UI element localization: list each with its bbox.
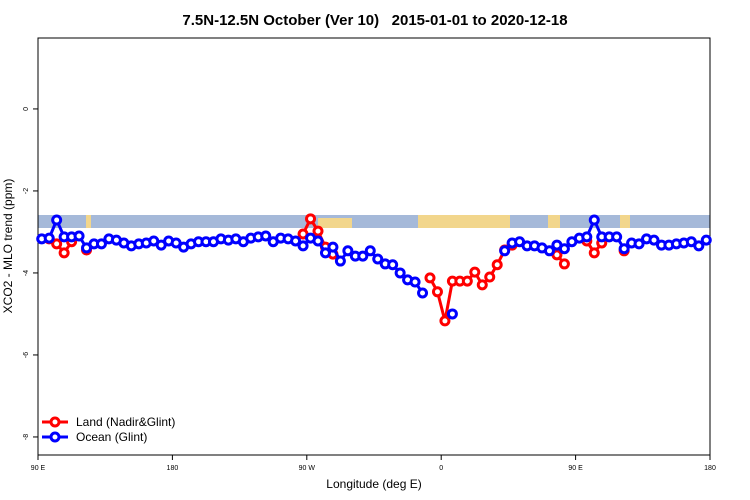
legend-marker [49,431,61,443]
data-point [417,287,429,299]
data-point [409,276,421,288]
data-point [499,245,511,257]
data-point [319,247,331,259]
data-point [611,231,623,243]
ocean-strip [38,215,710,228]
data-point [476,279,488,291]
data-point [543,245,555,257]
data-point [491,259,503,271]
x-tick-label: 0 [439,465,443,472]
land-mask [38,215,710,228]
y-tick-label: -6 [23,352,30,358]
data-point [290,235,302,247]
data-point [73,230,85,242]
data-point [387,259,399,271]
data-point [51,238,63,250]
data-point [588,214,600,226]
legend-label: Ocean (Glint) [76,430,147,444]
plot-frame [37,37,711,456]
data-point [648,234,660,246]
data-point [312,235,324,247]
data-point [558,243,570,255]
data-point [700,234,712,246]
x-tick-label: 180 [167,465,179,472]
data-point [312,225,324,237]
data-point [95,238,107,250]
x-tick-label: 90 E [31,465,46,472]
data-point [364,245,376,257]
land-patch [318,218,352,228]
land-patch [86,215,91,228]
data-point [58,247,70,259]
data-point [357,250,369,262]
data-point [588,247,600,259]
data-point [461,275,473,287]
data-point [43,232,55,244]
data-point [334,255,346,267]
data-point [469,266,481,278]
data-point [305,213,317,225]
land-patch [548,215,560,228]
data-point [372,253,384,265]
x-tick-label: 180 [704,465,716,472]
data-point [693,240,705,252]
legend-marker [49,416,61,428]
data-point [558,258,570,270]
x-axis-label: Longitude (deg E) [326,477,421,491]
data-point [581,231,593,243]
legend-label: Land (Nadir&Glint) [76,415,175,429]
data-point [618,243,630,255]
data-point [439,315,451,327]
x-tick-label: 90 E [568,465,583,472]
data-point [51,214,63,226]
data-point [431,286,443,298]
y-axis-label: XCO2 - MLO trend (ppm) [1,179,15,314]
data-point [484,271,496,283]
y-tick-label: -8 [23,434,30,440]
data-point [260,230,272,242]
chart-title: 7.5N-12.5N October (Ver 10) 2015-01-01 t… [182,12,567,29]
data-point [446,308,458,320]
data-point [327,241,339,253]
land-patch [418,215,510,228]
data-point [394,267,406,279]
data-point [424,272,436,284]
y-tick-label: -2 [23,188,30,194]
y-tick-label: 0 [23,107,30,111]
data-point [633,238,645,250]
y-tick-label: -4 [23,270,30,276]
land-patch [620,215,630,228]
x-tick-label: 90 W [299,465,316,472]
data-point [342,245,354,257]
data-point [297,240,309,252]
